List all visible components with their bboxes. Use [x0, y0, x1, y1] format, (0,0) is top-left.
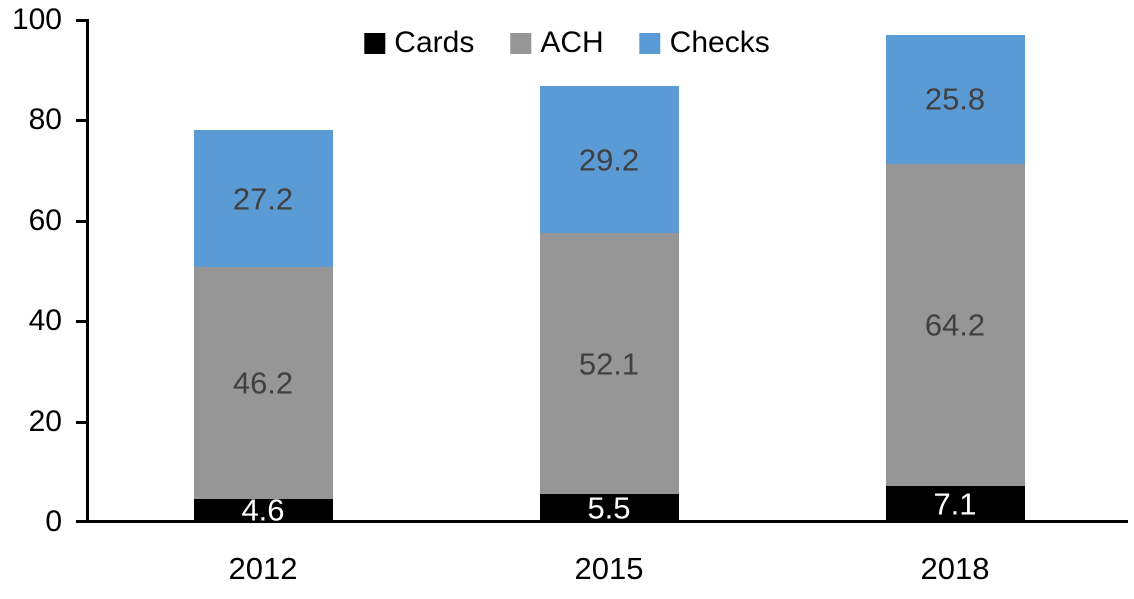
bar-segment-ach-2015 [539, 232, 679, 495]
y-axis-line [86, 19, 89, 523]
cards-swatch-icon [364, 32, 386, 54]
y-axis-tick-label: 80 [28, 103, 62, 137]
y-axis-tick-label: 0 [45, 505, 62, 538]
bar-value-label-ach-2012: 46.2 [232, 365, 294, 401]
legend-item-ach: ACH [510, 26, 604, 59]
y-axis-tick-label: 20 [28, 404, 62, 438]
bar-segment-ach-2012 [193, 266, 333, 499]
bar-segment-checks-2012 [193, 130, 333, 267]
bar-value-label-checks-2012: 27.2 [232, 181, 294, 217]
bar-value-label-ach-2018: 64.2 [924, 307, 986, 343]
x-axis-category-label: 2015 [574, 551, 644, 586]
y-axis-tick-label: 60 [28, 203, 62, 237]
bar-value-label-cards-2018: 7.1 [933, 486, 977, 522]
x-axis-category-label: 2012 [228, 551, 298, 586]
bar-segment-ach-2018 [885, 164, 1025, 487]
legend-label-ach: ACH [540, 26, 604, 59]
legend-item-checks: Checks [639, 26, 770, 59]
y-axis-tick-label: 40 [28, 304, 62, 338]
legend-label-checks: Checks [669, 26, 770, 59]
bar-value-label-cards-2012: 4.6 [241, 492, 285, 528]
legend-label-cards: Cards [394, 26, 475, 59]
bar-segment-cards-2012 [193, 498, 333, 522]
y-axis-tick [76, 119, 88, 123]
checks-swatch-icon [639, 32, 661, 54]
bar-segment-cards-2015 [539, 494, 679, 522]
y-axis-tick [76, 19, 88, 22]
bar-value-label-ach-2015: 52.1 [578, 346, 640, 382]
y-axis-tick [76, 320, 88, 324]
bar-segment-cards-2018 [885, 486, 1025, 522]
legend-item-cards: Cards [364, 28, 474, 58]
ach-swatch-icon [510, 32, 532, 54]
y-axis-tick [76, 420, 88, 424]
bar-segment-checks-2015 [539, 86, 679, 233]
x-axis-category-label: 2018 [920, 551, 990, 586]
bar-value-label-cards-2015: 5.5 [587, 490, 631, 526]
y-axis-tick [76, 219, 88, 223]
bar-value-label-checks-2015: 29.2 [578, 142, 640, 178]
bar-segment-checks-2018 [885, 34, 1025, 165]
y-axis-tick-label: 100 [11, 3, 62, 36]
bar-value-label-checks-2018: 25.8 [924, 81, 986, 117]
legend: Cards ACH Checks [364, 26, 770, 59]
